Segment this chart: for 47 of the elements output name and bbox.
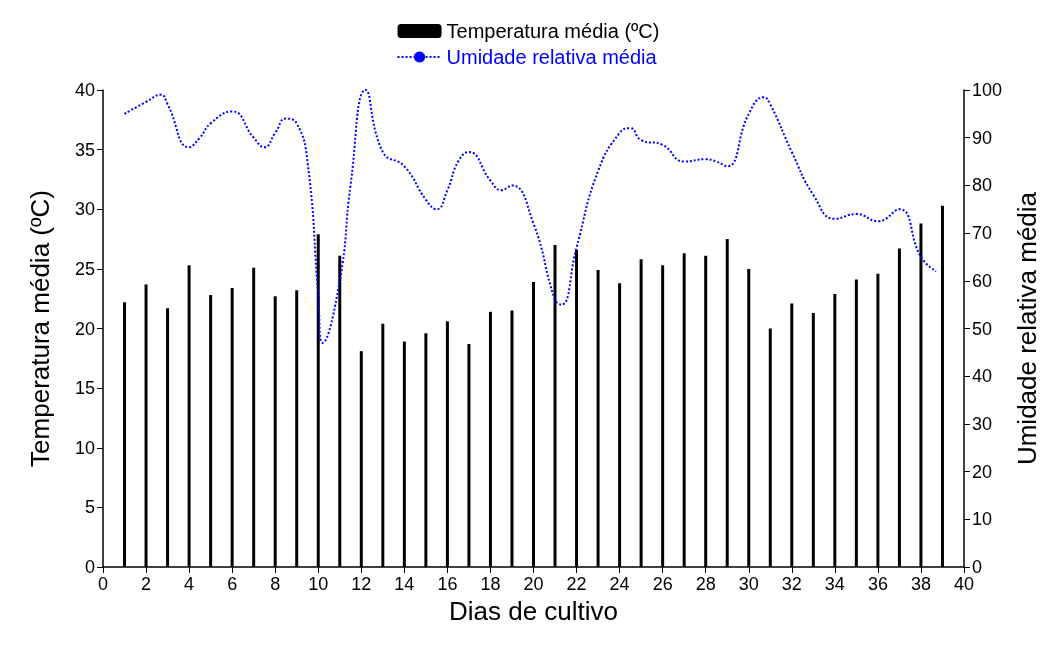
x-tick-label: 0 [97,574,109,594]
legend-label: Umidade relativa média [446,46,658,68]
x-tick-label: 26 [652,574,673,594]
x-tick-label: 22 [566,574,587,594]
y2-axis-title: Umidade relativa média [1012,191,1042,466]
x-tick-label: 36 [867,574,888,594]
x-tick-label: 24 [609,574,630,594]
y2-tick-label: 90 [972,127,993,148]
y2-tick-label: 30 [972,413,993,434]
x-tick-label: 40 [953,574,975,594]
y2-tick-label: 100 [972,80,1003,100]
x-tick-label: 14 [394,574,415,594]
y-tick-label: 5 [84,497,95,518]
line-series [123,89,938,344]
x-tick-label: 28 [695,574,716,594]
y2-tick-label: 0 [972,557,983,577]
x-tick-label: 38 [910,574,931,594]
y-tick-label: 20 [74,318,95,339]
y-tick-label: 35 [74,139,95,160]
y-tick-label: 15 [74,378,95,399]
y2-tick-label: 20 [972,461,993,482]
x-tick-label: 2 [141,574,152,594]
x-tick-label: 34 [824,574,845,594]
y-tick-label: 40 [74,80,95,100]
y-tick-label: 25 [74,258,95,279]
y2-tick-label: 50 [972,318,993,339]
x-tick-label: 8 [270,574,281,594]
x-tick-label: 10 [308,574,329,594]
x-tick-label: 12 [351,574,372,594]
y2-tick-label: 70 [972,223,993,244]
x-axis-title: Dias de cultivo [448,595,619,626]
y2-tick-label: 60 [972,270,993,291]
y-tick-label: 0 [84,557,95,577]
x-tick-label: 18 [480,574,501,594]
x-tick-label: 32 [781,574,802,594]
x-tick-label: 30 [738,574,759,594]
y-axis-title: Temperatura média (ºC) [25,190,55,467]
legend-label: Temperatura média (ºC) [446,20,660,42]
x-tick-label: 6 [227,574,238,594]
x-tick-label: 4 [184,574,195,594]
x-tick-label: 16 [437,574,458,594]
y2-tick-label: 10 [972,509,993,530]
y2-tick-label: 40 [972,366,993,387]
y-tick-label: 10 [74,437,95,458]
x-tick-label: 20 [523,574,544,594]
y-tick-label: 30 [74,199,95,220]
y2-tick-label: 80 [972,175,993,196]
